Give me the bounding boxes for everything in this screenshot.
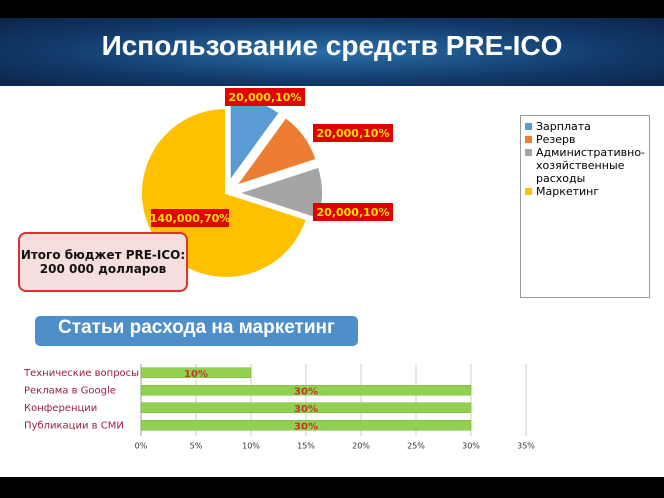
- bar: [140, 385, 472, 396]
- legend-entry: Административно-хозяйственные расходы: [525, 146, 649, 185]
- data-label: 30%: [294, 404, 318, 415]
- slide-title: Использование средств PRE-ICO: [101, 30, 563, 61]
- data-label-bg: [225, 88, 305, 106]
- pie-slice: [233, 115, 318, 188]
- legend-entry: Зарплата: [525, 120, 649, 133]
- data-label-bg: [313, 124, 393, 142]
- y-tick-label: Технические вопросы: [23, 368, 139, 379]
- legend-swatch: [525, 136, 532, 143]
- x-tick-label: 25%: [407, 442, 425, 451]
- x-tick-label: 30%: [462, 442, 480, 451]
- x-tick-label: 0%: [135, 442, 148, 451]
- budget-line: 200 000 долларов: [39, 262, 167, 276]
- legend-swatch: [525, 188, 532, 195]
- data-label: 20,000,10%: [317, 206, 390, 219]
- x-tick-label: 20%: [352, 442, 370, 451]
- top-bar: [0, 0, 664, 18]
- x-tick-label: 5%: [190, 442, 203, 451]
- data-label: 20,000,10%: [229, 91, 302, 104]
- data-label: 20,000,10%: [317, 127, 390, 140]
- y-tick-label: Конференции: [24, 403, 97, 414]
- section-banner: Статьи расхода на маркетинг: [35, 316, 358, 346]
- legend-label: Зарплата: [536, 120, 591, 133]
- legend-entry: Маркетинг: [525, 185, 649, 198]
- legend-entry: Резерв: [525, 133, 649, 146]
- x-tick-label: 15%: [297, 442, 315, 451]
- data-label: 30%: [294, 386, 318, 397]
- y-tick-label: Реклама в Google: [24, 385, 116, 396]
- header-banner: [0, 18, 664, 86]
- bar: [140, 367, 252, 378]
- x-tick-label: 35%: [517, 442, 535, 451]
- data-label: 30%: [294, 421, 318, 432]
- legend-label: Маркетинг: [536, 185, 600, 198]
- bar: [140, 420, 472, 431]
- budget-line: Итого бюджет PRE-ICO:: [20, 248, 186, 262]
- budget-box: Итого бюджет PRE-ICO: 200 000 долларов: [18, 232, 188, 292]
- legend-swatch: [525, 149, 532, 156]
- data-label-bg: [313, 203, 393, 221]
- data-label: 140,000,70%: [150, 212, 231, 225]
- legend-label: Резерв: [536, 133, 576, 146]
- legend-label: Административно-хозяйственные расходы: [536, 146, 646, 185]
- y-tick-label: Публикации в СМИ: [24, 420, 124, 431]
- legend: Зарплата Резерв Административно-хозяйствен…: [520, 115, 650, 298]
- bar: [140, 402, 472, 413]
- bottom-bar: [0, 477, 664, 498]
- data-label-bg: [151, 209, 229, 227]
- legend-swatch: [525, 123, 532, 130]
- data-label: 10%: [184, 369, 208, 380]
- x-tick-label: 10%: [242, 442, 260, 451]
